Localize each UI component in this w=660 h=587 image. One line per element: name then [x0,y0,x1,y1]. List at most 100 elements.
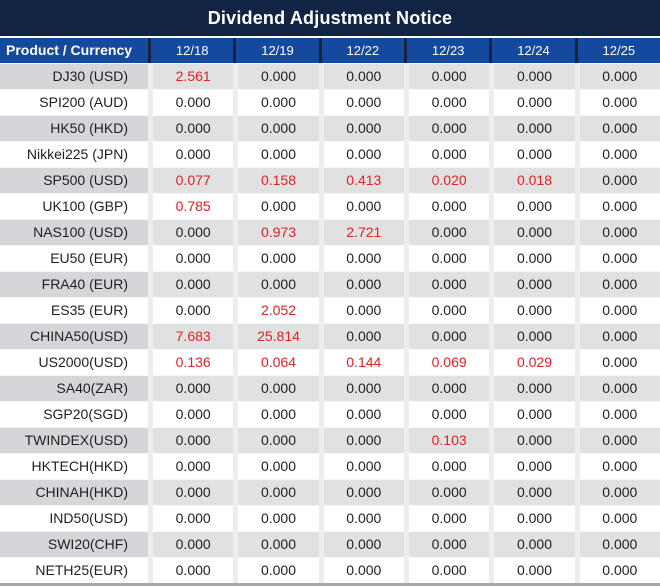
product-cell: CHINA50(USD) [0,323,148,349]
value-cell: 0.000 [403,219,490,245]
table-row: NAS100 (USD) 0.000 0.973 2.721 0.000 0.000 0.0… [0,219,660,245]
table-row: NETH25(EUR) 0.000 0.000 0.000 0.000 0.000 0.00… [0,557,660,583]
product-cell: HK50 (HKD) [0,115,148,141]
value-cell: 0.000 [403,141,490,167]
table-row: IND50(USD) 0.000 0.000 0.000 0.000 0.000 0.000 [0,505,660,531]
value-cell: 0.000 [574,63,660,89]
value-cell: 0.000 [574,349,660,375]
table-row: CHINAH(HKD) 0.000 0.000 0.000 0.000 0.000 0.00… [0,479,660,505]
product-cell: ES35 (EUR) [0,297,148,323]
value-cell: 0.000 [403,375,490,401]
value-cell: 0.000 [574,479,660,505]
product-cell: CHINAH(HKD) [0,479,148,505]
table-row: HK50 (HKD) 0.000 0.000 0.000 0.000 0.000 0.000 [0,115,660,141]
value-cell: 7.683 [148,323,234,349]
column-header-date: 12/24 [489,38,575,63]
value-cell: 0.000 [574,167,660,193]
value-cell: 0.000 [403,479,490,505]
value-cell: 0.000 [489,427,575,453]
value-cell: 0.000 [318,453,404,479]
value-cell: 0.000 [574,219,660,245]
value-cell: 0.000 [574,427,660,453]
value-cell: 0.000 [148,115,234,141]
value-cell: 0.000 [574,245,660,271]
table-row: ES35 (EUR) 0.000 2.052 0.000 0.000 0.000 0.000 [0,297,660,323]
table-row: SWI20(CHF) 0.000 0.000 0.000 0.000 0.000 0.000 [0,531,660,557]
product-cell: SP500 (USD) [0,167,148,193]
value-cell: 0.000 [403,531,490,557]
table-row: CHINA50(USD) 7.683 25.814 0.000 0.000 0.000 0.… [0,323,660,349]
value-cell: 0.000 [489,141,575,167]
value-cell: 0.000 [233,375,319,401]
product-cell: HKTECH(HKD) [0,453,148,479]
value-cell: 0.000 [403,401,490,427]
column-header-date: 12/25 [574,38,660,63]
value-cell: 0.000 [318,557,404,583]
product-cell: TWINDEX(USD) [0,427,148,453]
value-cell: 0.000 [574,297,660,323]
product-cell: FRA40 (EUR) [0,271,148,297]
value-cell: 0.000 [233,401,319,427]
table-row: US2000(USD) 0.136 0.064 0.144 0.069 0.029 0.00… [0,349,660,375]
value-cell: 0.000 [318,479,404,505]
value-cell: 0.000 [489,219,575,245]
value-cell: 0.000 [489,531,575,557]
value-cell: 0.000 [148,427,234,453]
column-header-date: 12/23 [403,38,490,63]
value-cell: 0.000 [318,531,404,557]
product-cell: Nikkei225 (JPN) [0,141,148,167]
value-cell: 0.103 [403,427,490,453]
table-row: SPI200 (AUD) 0.000 0.000 0.000 0.000 0.000 0.0… [0,89,660,115]
value-cell: 0.000 [574,401,660,427]
value-cell: 0.000 [318,427,404,453]
table-header-row: Product / Currency 12/18 12/19 12/22 12/… [0,38,660,63]
value-cell: 0.000 [489,193,575,219]
product-cell: US2000(USD) [0,349,148,375]
value-cell: 0.029 [489,349,575,375]
table-row: SA40(ZAR) 0.000 0.000 0.000 0.000 0.000 0.000 [0,375,660,401]
value-cell: 0.136 [148,349,234,375]
value-cell: 0.000 [403,297,490,323]
value-cell: 0.000 [148,557,234,583]
table-row: SGP20(SGD) 0.000 0.000 0.000 0.000 0.000 0.000 [0,401,660,427]
value-cell: 0.000 [403,323,490,349]
product-cell: NETH25(EUR) [0,557,148,583]
value-cell: 0.000 [148,453,234,479]
product-cell: SWI20(CHF) [0,531,148,557]
value-cell: 0.000 [233,453,319,479]
value-cell: 0.000 [489,375,575,401]
value-cell: 0.000 [233,89,319,115]
value-cell: 0.018 [489,167,575,193]
value-cell: 2.561 [148,63,234,89]
dividend-table: Product / Currency 12/18 12/19 12/22 12/… [0,38,660,586]
value-cell: 25.814 [233,323,319,349]
value-cell: 0.000 [403,115,490,141]
value-cell: 0.000 [489,115,575,141]
table-row: SP500 (USD) 0.077 0.158 0.413 0.020 0.018 0.00… [0,167,660,193]
table-row: TWINDEX(USD) 0.000 0.000 0.000 0.103 0.000 0.0… [0,427,660,453]
value-cell: 0.000 [318,141,404,167]
column-header-product: Product / Currency [0,38,148,63]
product-cell: UK100 (GBP) [0,193,148,219]
value-cell: 0.000 [574,453,660,479]
value-cell: 0.000 [574,531,660,557]
value-cell: 0.000 [233,193,319,219]
value-cell: 0.000 [233,427,319,453]
value-cell: 0.000 [489,89,575,115]
value-cell: 0.000 [489,401,575,427]
value-cell: 0.000 [403,63,490,89]
value-cell: 0.000 [574,557,660,583]
value-cell: 0.000 [318,115,404,141]
value-cell: 0.000 [489,63,575,89]
value-cell: 0.000 [318,193,404,219]
product-cell: SGP20(SGD) [0,401,148,427]
value-cell: 0.069 [403,349,490,375]
value-cell: 0.000 [403,453,490,479]
value-cell: 0.064 [233,349,319,375]
table-row: DJ30 (USD) 2.561 0.000 0.000 0.000 0.000 0.000 [0,63,660,89]
value-cell: 2.721 [318,219,404,245]
value-cell: 0.000 [148,479,234,505]
product-cell: DJ30 (USD) [0,63,148,89]
value-cell: 0.000 [574,323,660,349]
product-cell: NAS100 (USD) [0,219,148,245]
